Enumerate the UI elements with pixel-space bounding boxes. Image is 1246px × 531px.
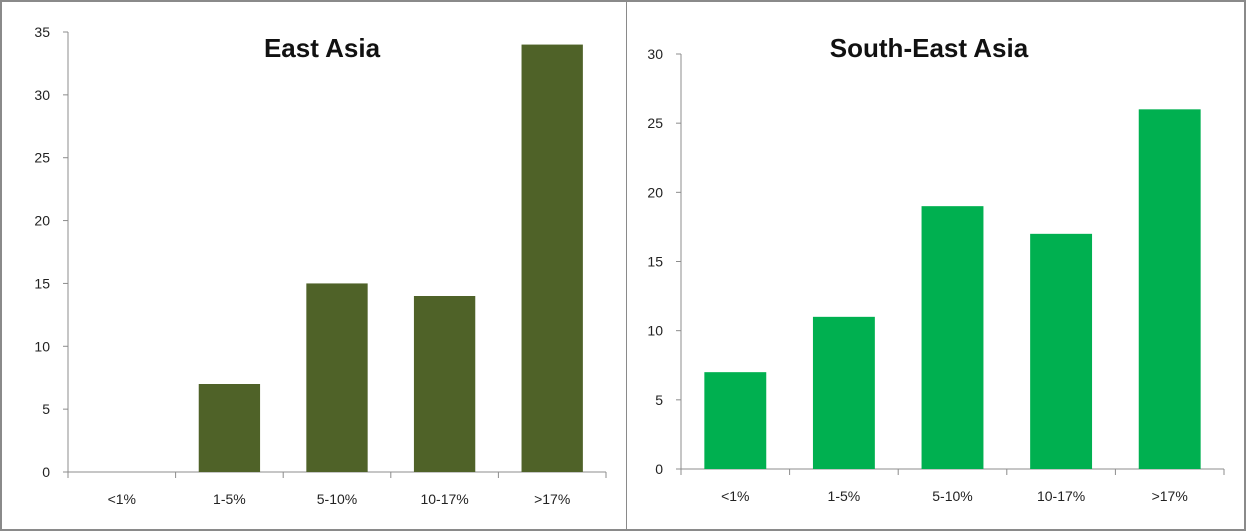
bar [1138, 109, 1201, 469]
bar [306, 283, 368, 472]
south-east-asia-chart-panel: South-East Asia 0 5 10 15 20 25 30 <1% 1-5% 5-10%… [626, 0, 1246, 531]
bar [1030, 233, 1093, 469]
x-tick-label: 5-10% [317, 491, 357, 507]
bar [198, 384, 261, 472]
y-tick-label: 0 [42, 464, 50, 480]
y-tick-label: 15 [647, 254, 663, 270]
bar [521, 44, 583, 472]
chart-title: South-East Asia [830, 33, 1029, 63]
x-tick-label: <1% [721, 488, 749, 504]
y-tick-label: 25 [647, 115, 663, 131]
y-tick-label: 15 [34, 275, 50, 291]
x-tick-label: >17% [534, 491, 570, 507]
y-tick-label: 5 [42, 401, 50, 417]
east-asia-bar-chart: East Asia 0 5 10 15 20 25 30 35 <1% 1-5% 5-10% 10-1… [34, 24, 607, 507]
y-tick-label: 20 [647, 184, 663, 200]
x-tick-label: >17% [1152, 488, 1188, 504]
y-tick-label: 0 [655, 461, 663, 477]
x-tick-label: 1-5% [828, 488, 861, 504]
bar [704, 372, 767, 469]
y-tick-label: 10 [34, 338, 50, 354]
chart-title: East Asia [264, 33, 381, 63]
y-tick-label: 20 [34, 213, 50, 229]
east-asia-chart-panel: East Asia 0 5 10 15 20 25 30 35 <1% 1-5% 5-10% 10-1… [0, 0, 628, 531]
y-tick-label: 30 [647, 46, 663, 62]
bar [921, 206, 984, 469]
y-tick-label: 30 [34, 87, 50, 103]
south-east-asia-bar-chart: South-East Asia 0 5 10 15 20 25 30 <1% 1-5% 5-10%… [647, 33, 1225, 504]
x-tick-label: <1% [108, 491, 136, 507]
bar [413, 296, 476, 472]
bar [812, 316, 875, 469]
y-tick-label: 10 [647, 323, 663, 339]
y-tick-label: 25 [34, 150, 50, 166]
x-tick-label: 1-5% [213, 491, 246, 507]
x-tick-label: 5-10% [932, 488, 972, 504]
x-tick-label: 10-17% [1037, 488, 1085, 504]
y-tick-label: 35 [34, 24, 50, 40]
y-tick-label: 5 [655, 392, 663, 408]
x-tick-label: 10-17% [420, 491, 468, 507]
